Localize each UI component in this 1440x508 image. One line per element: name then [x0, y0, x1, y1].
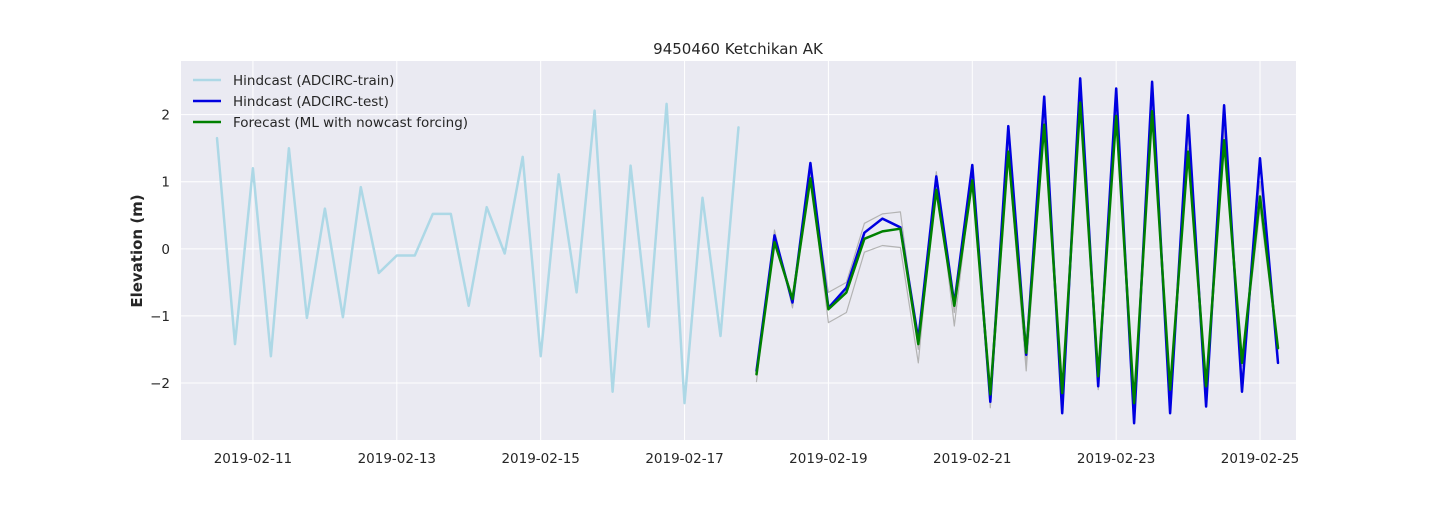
- y-tick-label: −1: [150, 309, 170, 325]
- legend-label: Hindcast (ADCIRC-test): [233, 94, 389, 110]
- x-tick-label: 2019-02-17: [645, 451, 723, 467]
- y-tick-label: 1: [161, 175, 170, 191]
- series-line: [755, 101, 1280, 405]
- x-tick-label: 2019-02-23: [1077, 451, 1155, 467]
- x-tick-label: 2019-02-21: [933, 451, 1011, 467]
- y-axis-label: Elevation (m): [128, 194, 146, 307]
- x-tick-label: 2019-02-15: [501, 451, 579, 467]
- series-line: [215, 102, 740, 405]
- legend-label: Hindcast (ADCIRC-train): [233, 73, 394, 89]
- y-tick-label: 0: [161, 242, 170, 258]
- x-tick-label: 2019-02-25: [1221, 451, 1299, 467]
- x-tick-label: 2019-02-11: [214, 451, 292, 467]
- y-tick-label: −2: [150, 376, 170, 392]
- chart-title: 9450460 Ketchikan AK: [653, 40, 824, 58]
- x-tick-label: 2019-02-13: [358, 451, 436, 467]
- x-tick-label: 2019-02-19: [789, 451, 867, 467]
- y-tick-label: 2: [161, 108, 170, 124]
- plot-background: [181, 61, 1296, 440]
- legend-label: Forecast (ML with nowcast forcing): [233, 115, 468, 131]
